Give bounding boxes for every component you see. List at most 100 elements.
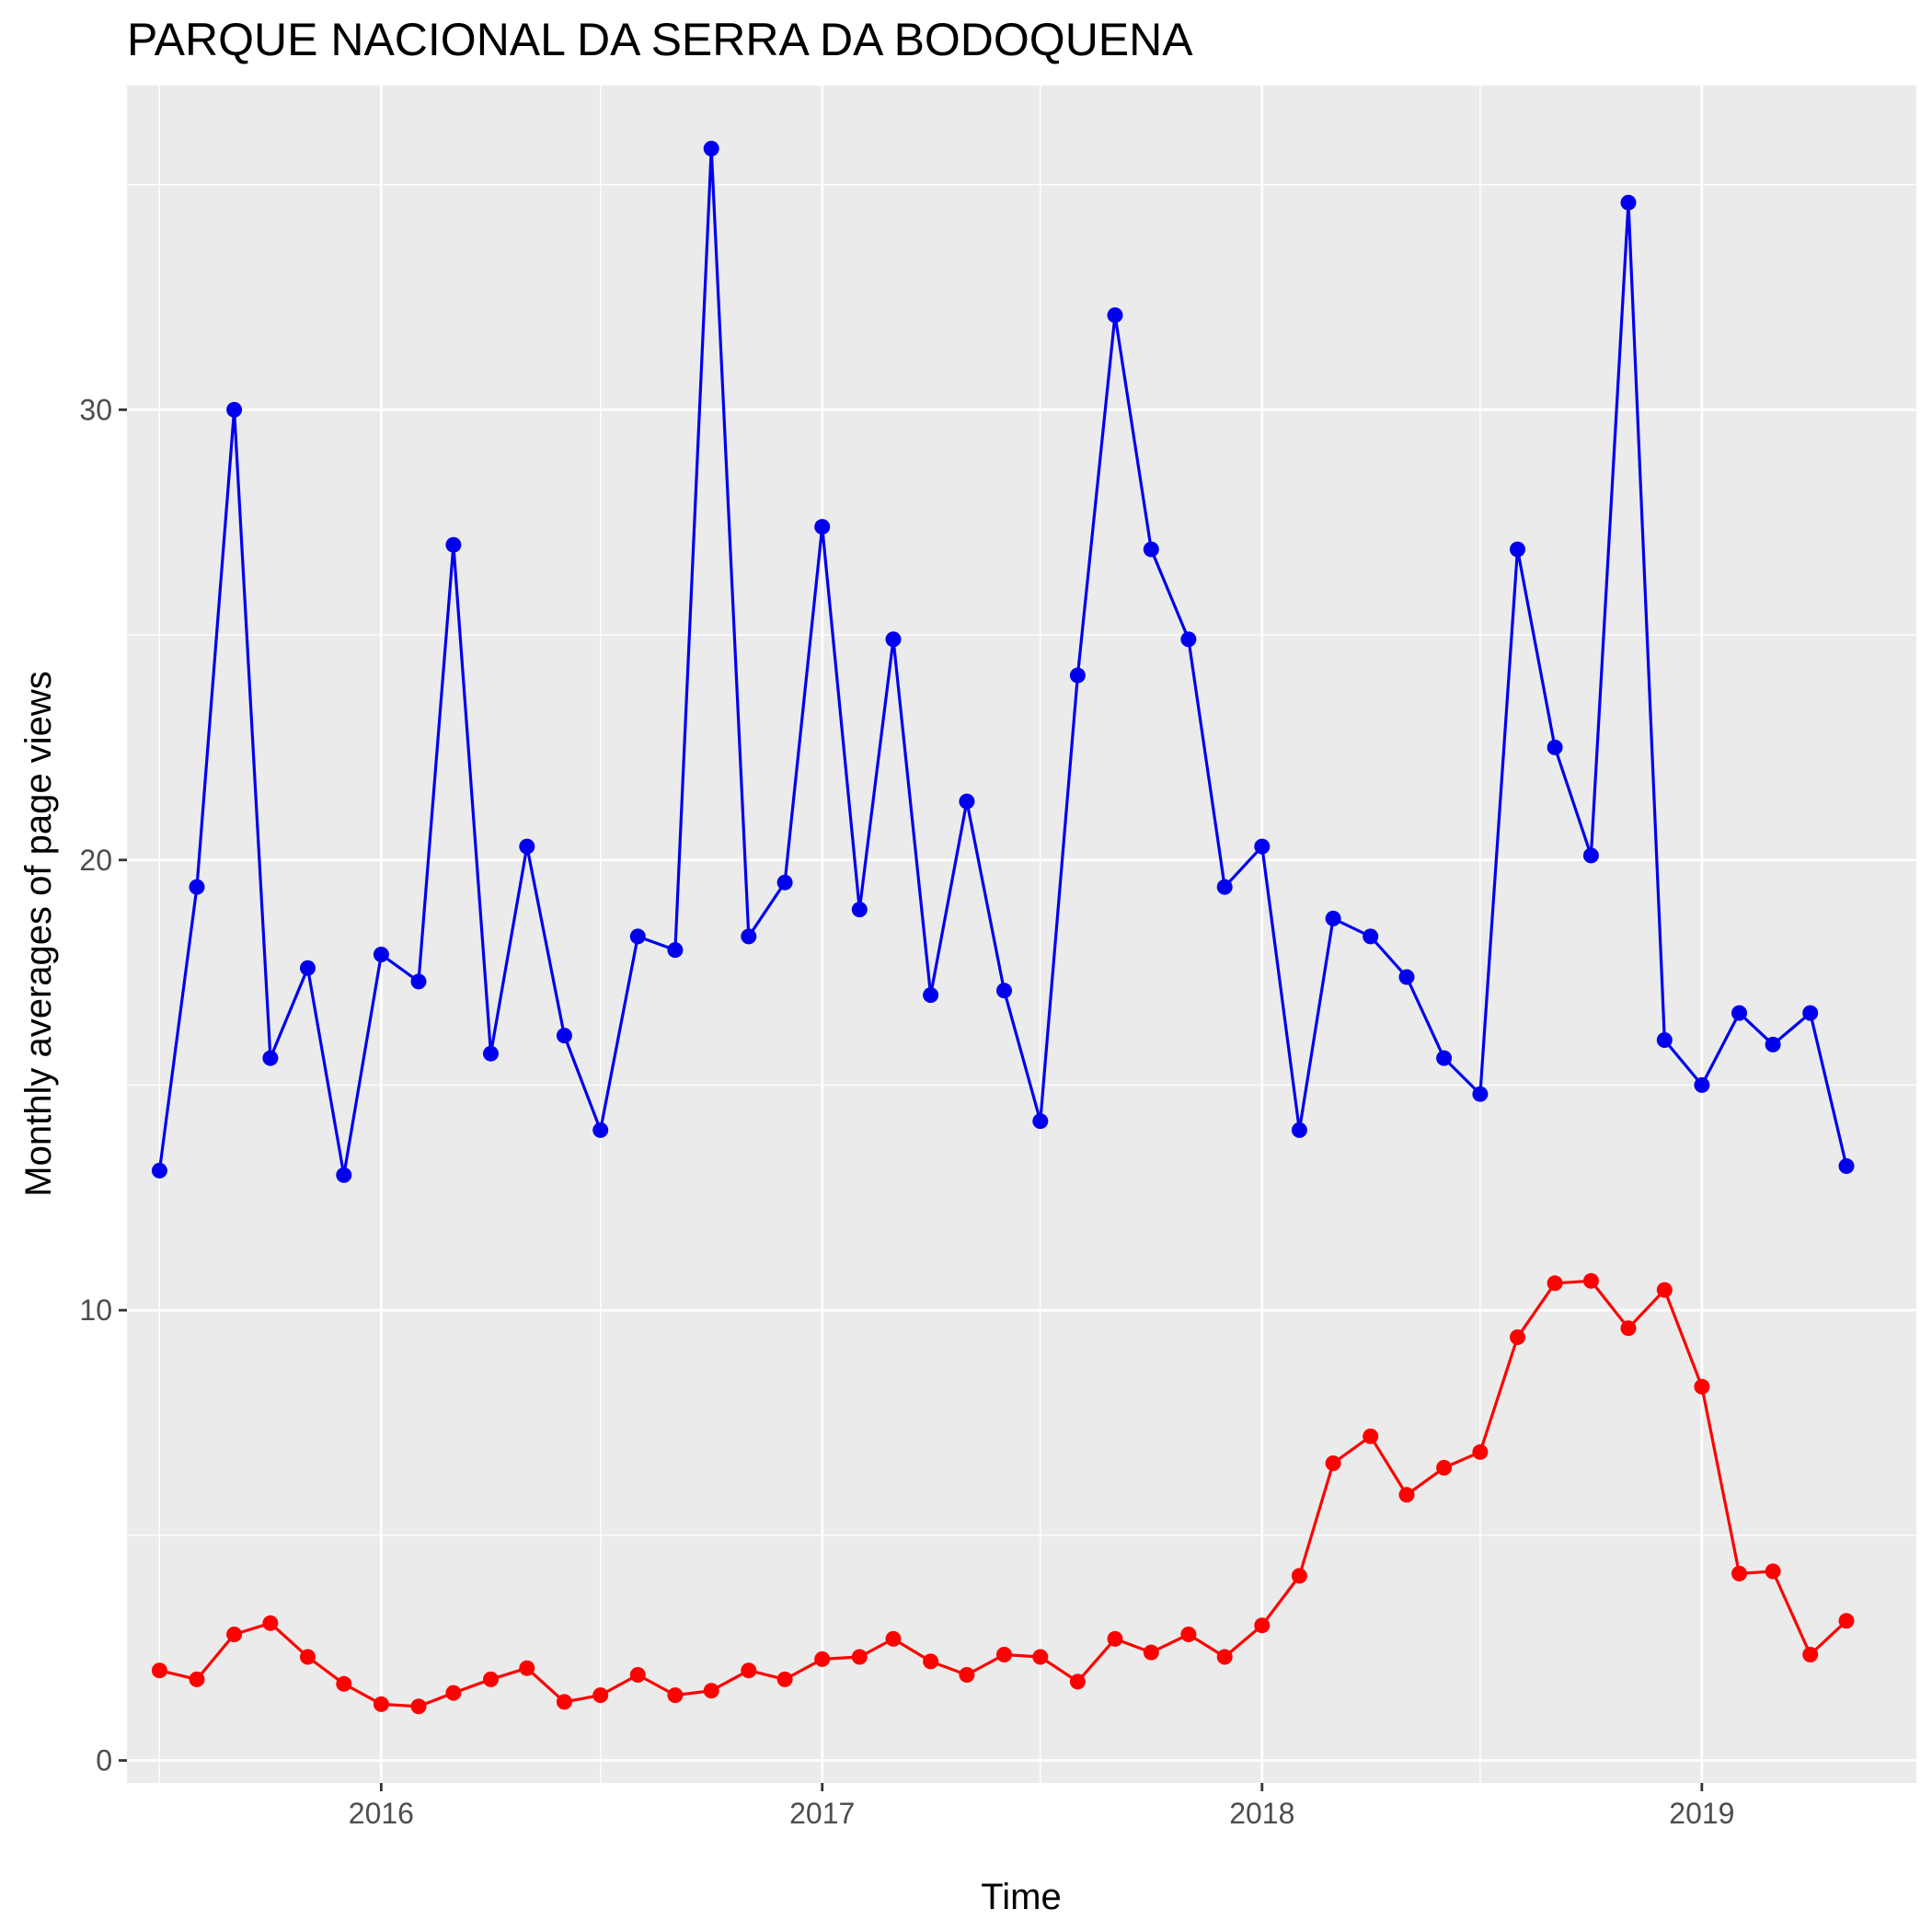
series-1-point bbox=[1547, 739, 1563, 755]
series-1-point bbox=[373, 947, 389, 962]
x-tick-label: 2017 bbox=[789, 1797, 855, 1830]
series-1-point bbox=[1510, 541, 1525, 558]
series-2-point bbox=[776, 1671, 793, 1687]
series-2-point bbox=[226, 1627, 243, 1642]
series-2-point bbox=[1107, 1630, 1123, 1647]
series-2-point bbox=[1032, 1649, 1049, 1665]
series-2-point bbox=[1291, 1568, 1307, 1584]
series-2-point bbox=[1398, 1487, 1415, 1503]
series-1-point bbox=[1143, 541, 1159, 558]
y-tick-label: 10 bbox=[79, 1294, 112, 1327]
series-1-point bbox=[226, 401, 243, 418]
series-2-point bbox=[189, 1671, 205, 1687]
series-1-point bbox=[445, 536, 462, 553]
series-1-point bbox=[776, 874, 793, 891]
series-2-point bbox=[373, 1696, 389, 1712]
series-2-point bbox=[959, 1667, 975, 1683]
series-1-point bbox=[1802, 1005, 1819, 1021]
minor-gridlines bbox=[127, 86, 1916, 1783]
y-tick-label: 30 bbox=[79, 393, 112, 426]
series-1-point bbox=[189, 879, 205, 895]
chart-title: PARQUE NACIONAL DA SERRA DA BODOQUENA bbox=[127, 14, 1193, 65]
y-tick-label: 20 bbox=[79, 844, 112, 877]
series-2-point bbox=[996, 1647, 1012, 1662]
series-1-point bbox=[519, 838, 535, 855]
series-2-point bbox=[1363, 1428, 1379, 1444]
series-1-point bbox=[1838, 1158, 1855, 1174]
series-2-point bbox=[1656, 1282, 1673, 1298]
series-2-point bbox=[1765, 1563, 1781, 1580]
series-1-point bbox=[703, 141, 719, 156]
plot-panel bbox=[127, 86, 1916, 1783]
series-1-point bbox=[814, 519, 831, 535]
series-2-point bbox=[703, 1683, 719, 1699]
series-1-point bbox=[336, 1167, 352, 1183]
series-1-point bbox=[1032, 1113, 1049, 1130]
series-2-point bbox=[1802, 1647, 1819, 1662]
series-1-point bbox=[959, 793, 975, 810]
series-1-point bbox=[483, 1045, 499, 1062]
series-1-point bbox=[1472, 1086, 1489, 1102]
series-2-point bbox=[1069, 1673, 1086, 1690]
series-2-point bbox=[1254, 1617, 1271, 1634]
series-1-point bbox=[851, 902, 868, 918]
series-1-point bbox=[1436, 1050, 1453, 1066]
axis-ticks bbox=[119, 408, 1704, 1791]
series-2-point bbox=[556, 1694, 572, 1710]
series-1-point bbox=[996, 983, 1012, 999]
series-2-point bbox=[262, 1615, 279, 1631]
series-2-point bbox=[1582, 1272, 1599, 1289]
series-2-point bbox=[483, 1671, 499, 1687]
series-1-point bbox=[1582, 847, 1599, 864]
series-1-point bbox=[1216, 879, 1233, 895]
series-2-point bbox=[814, 1650, 831, 1667]
series-1-point bbox=[592, 1121, 609, 1138]
series-2-point bbox=[1694, 1378, 1710, 1395]
x-tick-label: 2019 bbox=[1669, 1797, 1734, 1830]
series-1-point bbox=[262, 1050, 279, 1066]
series-1-point bbox=[885, 631, 902, 648]
series-2-point bbox=[885, 1630, 902, 1647]
series-2-point bbox=[300, 1649, 316, 1665]
series-2-point bbox=[1620, 1320, 1637, 1337]
series-2-point bbox=[1325, 1455, 1341, 1471]
tick-labels: 0 10 20 30 2016 2017 2018 2019 bbox=[79, 393, 1734, 1830]
series-2-point bbox=[1547, 1275, 1563, 1292]
series-2-point bbox=[410, 1698, 427, 1715]
series-1-point bbox=[1180, 631, 1197, 648]
series-1-point bbox=[1694, 1076, 1710, 1093]
series-2-point bbox=[1838, 1613, 1855, 1629]
series-2-point bbox=[923, 1653, 939, 1670]
series-layer bbox=[151, 141, 1855, 1715]
series-2-point bbox=[741, 1662, 757, 1679]
series-1-point bbox=[1656, 1032, 1673, 1048]
y-tick-label: 0 bbox=[96, 1744, 112, 1777]
series-2-point bbox=[629, 1667, 646, 1683]
series-1-point bbox=[410, 973, 427, 990]
series-1-point bbox=[1765, 1036, 1781, 1052]
series-2-point bbox=[1216, 1649, 1233, 1665]
x-tick-label: 2016 bbox=[349, 1797, 414, 1830]
series-1-point bbox=[1363, 928, 1379, 945]
series-2-point bbox=[1510, 1329, 1525, 1345]
y-axis-title: Monthly averages of page views bbox=[18, 671, 59, 1196]
series-2-point bbox=[151, 1662, 167, 1679]
series-2-point bbox=[1143, 1644, 1159, 1661]
series-1-point bbox=[1254, 838, 1271, 855]
series-1-point bbox=[667, 942, 684, 959]
series-2-point bbox=[519, 1660, 535, 1676]
series-1-point bbox=[1731, 1005, 1747, 1021]
series-2-point bbox=[592, 1687, 609, 1704]
series-1-point bbox=[1325, 910, 1341, 926]
x-axis-title: Time bbox=[981, 1877, 1061, 1917]
series-1-point bbox=[556, 1028, 572, 1044]
series-1-point bbox=[741, 928, 757, 945]
series-2-point bbox=[851, 1649, 868, 1665]
series-1-point bbox=[1291, 1121, 1307, 1138]
series-2-point bbox=[1180, 1627, 1197, 1642]
series-1-point bbox=[1620, 194, 1637, 211]
series-2-point bbox=[445, 1685, 462, 1701]
series-1-point bbox=[629, 928, 646, 945]
series-2-point bbox=[1472, 1443, 1489, 1460]
